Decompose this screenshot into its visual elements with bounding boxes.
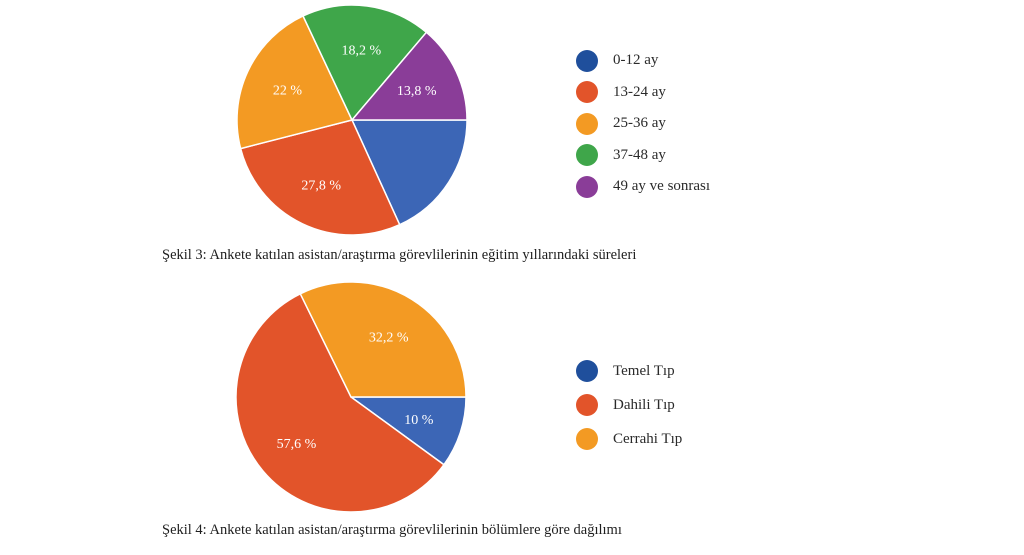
pie-slice-13-24-ay <box>239 119 401 236</box>
legend-item-cerrahi-t-p: Cerrahi Tıp <box>576 422 682 456</box>
figure-4-caption: Şekil 4: Ankete katılan asistan/araştırm… <box>162 522 622 538</box>
figure-3-caption: Şekil 3: Ankete katılan asistan/araştırm… <box>162 247 637 263</box>
pie-slice-temel-t-p <box>348 396 467 466</box>
slice-label-cerrahi-t-p: 32,2 % <box>369 330 409 345</box>
legend-item-13-24-ay: 13-24 ay <box>576 77 710 109</box>
legend-label: Cerrahi Tıp <box>613 430 683 447</box>
legend-swatch <box>576 175 598 198</box>
slice-label-dahili-t-p: 57,6 % <box>277 437 317 452</box>
legend-swatch <box>576 112 598 135</box>
legend-swatch <box>576 360 598 382</box>
legend-swatch <box>576 81 598 104</box>
legend-item-49-ay-ve-sonras: 49 ay ve sonrası <box>576 171 710 203</box>
legend-item-temel-t-p: Temel Tıp <box>576 354 682 388</box>
pie-slice-dahili-t-p <box>235 292 446 513</box>
slice-label-37-48-ay: 18,2 % <box>342 43 382 58</box>
figure-4: 10 % 57,6 % 32,2 % Temel Tıp Dahili Tıp Cerr… <box>0 275 1024 555</box>
pie-slice-0-12-ay <box>350 119 468 226</box>
legend-item-dahili-t-p: Dahili Tıp <box>576 388 682 422</box>
legend-swatch <box>576 428 598 450</box>
legend-swatch <box>576 394 598 416</box>
legend-label: 0-12 ay <box>613 52 659 69</box>
slice-label-49-ay-ve-sonras: 13,8 % <box>397 84 437 99</box>
legend-item-0-12-ay: 0-12 ay <box>576 45 710 77</box>
legend-label: Temel Tıp <box>613 362 675 379</box>
legend-department: Temel Tıp Dahili Tıp Cerrahi Tıp <box>576 354 682 456</box>
pie-chart-training-duration: 27,8 % 22 % 18,2 % 13,8 % <box>236 4 468 236</box>
legend-training-duration: 0-12 ay 13-24 ay 25-36 ay 37-48 ay 49 ay ve … <box>576 45 710 203</box>
legend-label: 25-36 ay <box>613 115 666 132</box>
pie-slice-49-ay-ve-sonras <box>350 31 468 121</box>
pie-slice-37-48-ay <box>302 4 428 122</box>
pie-chart-department: 10 % 57,6 % 32,2 % <box>235 281 467 513</box>
legend-swatch <box>576 49 598 72</box>
legend-item-25-36-ay: 25-36 ay <box>576 108 710 140</box>
pie-slice-cerrahi-t-p <box>299 281 467 398</box>
pie-slice-25-36-ay <box>236 14 354 150</box>
slice-label-temel-t-p: 10 % <box>404 413 434 428</box>
legend-label: 49 ay ve sonrası <box>613 178 711 195</box>
legend-item-37-48-ay: 37-48 ay <box>576 140 710 172</box>
slice-label-25-36-ay: 22 % <box>273 84 303 99</box>
figure-3: 27,8 % 22 % 18,2 % 13,8 % 0-12 ay 13-24 ay 25… <box>0 0 1024 275</box>
legend-label: 37-48 ay <box>613 146 666 163</box>
legend-label: Dahili Tıp <box>613 396 675 413</box>
legend-label: 13-24 ay <box>613 83 666 100</box>
legend-swatch <box>576 144 598 167</box>
slice-label-13-24-ay: 27,8 % <box>301 178 341 193</box>
